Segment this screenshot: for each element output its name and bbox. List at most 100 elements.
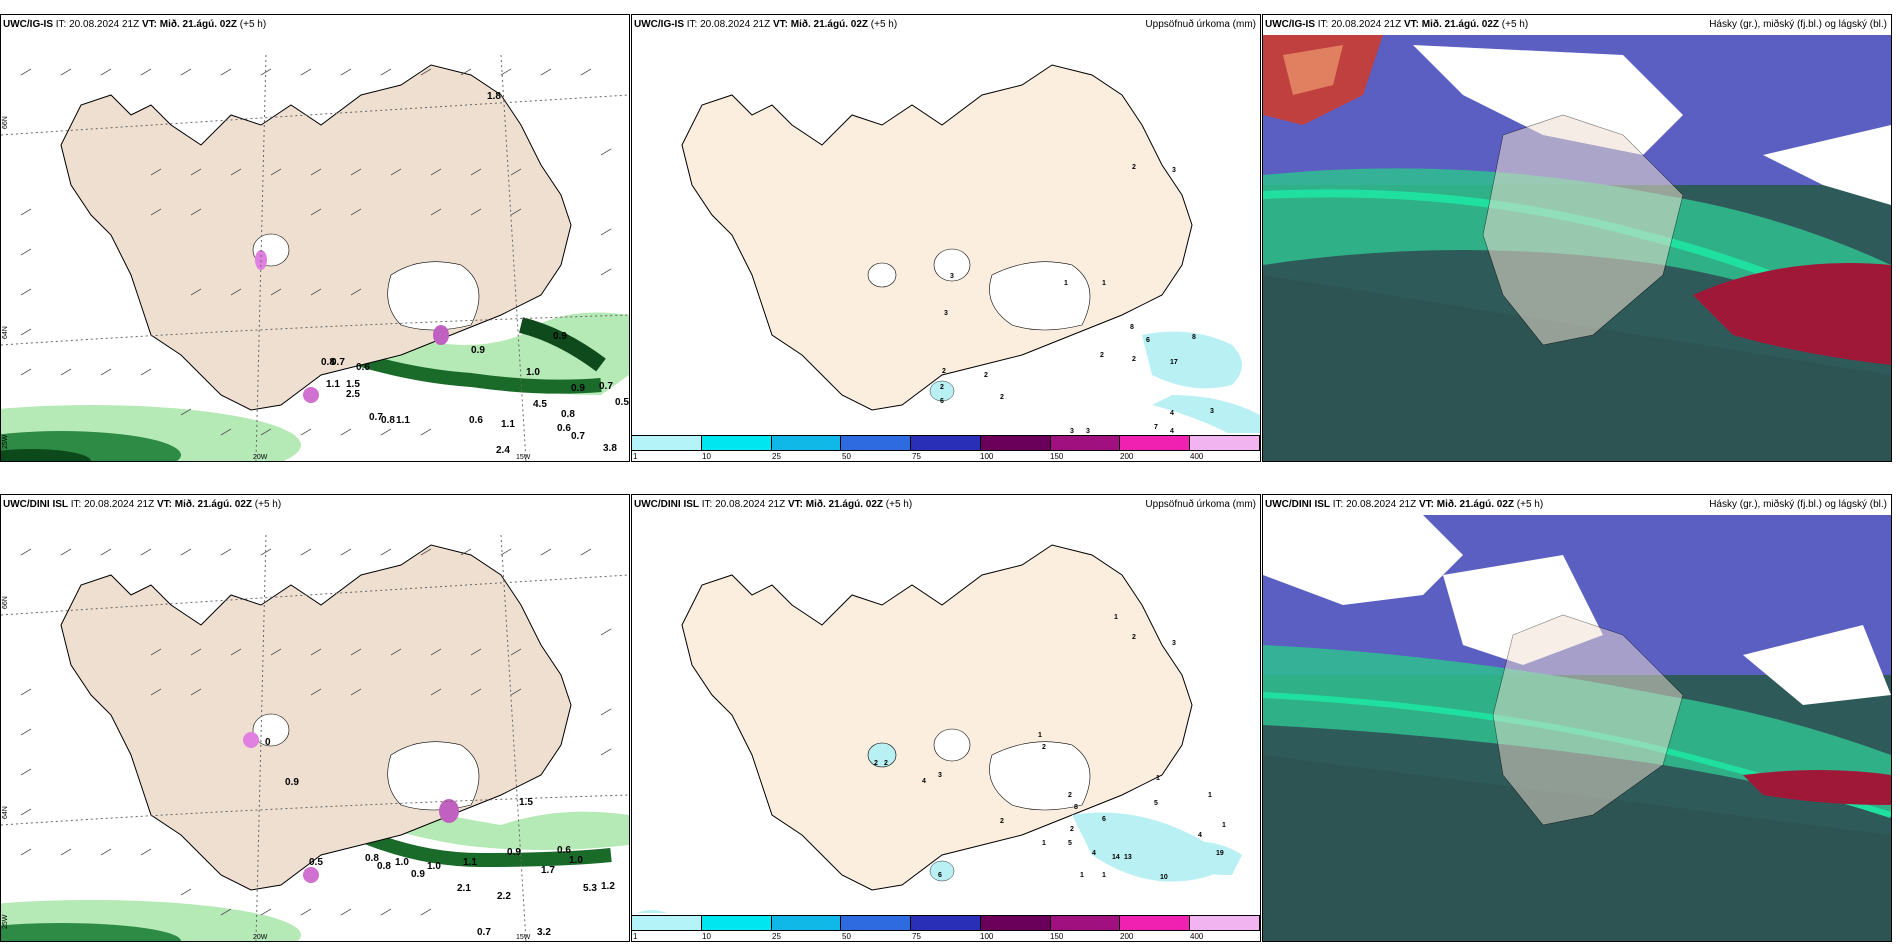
precip-label: 6 <box>938 872 942 879</box>
precip-label: 5 <box>1068 840 1072 847</box>
precip-label: 1 <box>1156 775 1160 782</box>
legend-swatch <box>1190 916 1260 930</box>
wind-label: 1.1 <box>463 857 477 868</box>
panel-header: UWC/IG-IS IT: 20.08.2024 21Z VT: Mið. 21… <box>634 19 898 30</box>
precip-label: 3 <box>1172 167 1176 174</box>
wind-label: 0.9 <box>553 331 567 342</box>
legend-tick: 400 <box>1190 452 1204 461</box>
cloud-panel-row2: UWC/DINI ISL IT: 20.08.2024 21Z VT: Mið.… <box>1262 494 1892 942</box>
precip-panel-row2: UWC/DINI ISL IT: 20.08.2024 21Z VT: Mið.… <box>631 494 1261 942</box>
cloud-title: Hásky (gr.), miðský (fj.bl.) og lágský (… <box>1709 19 1887 30</box>
wind-label: 0.7 <box>599 381 613 392</box>
precip-label: 8 <box>1074 804 1078 811</box>
wind-label: 0.6 <box>469 415 483 426</box>
panel-header: UWC/IG-IS IT: 20.08.2024 21Z VT: Mið. 21… <box>3 19 267 30</box>
legend-tick: 100 <box>980 452 994 461</box>
wind-label: 0.9 <box>507 847 521 858</box>
precip-label: 1 <box>1080 872 1084 879</box>
precip-label: 14 <box>1112 854 1120 861</box>
precip-label: 1 <box>1102 872 1106 879</box>
legend-swatch <box>1050 916 1121 930</box>
precip-panel-row1: UWC/IG-IS IT: 20.08.2024 21Z VT: Mið. 21… <box>631 14 1261 462</box>
precip-label: 1 <box>1208 792 1212 799</box>
wind-label: 0.6 <box>557 845 571 856</box>
precip-label: 6 <box>1146 337 1150 344</box>
precip-label: 10 <box>1160 874 1168 881</box>
wind-label: 5.3 <box>583 883 597 894</box>
lon-label: 25W <box>2 914 9 929</box>
legend-swatch <box>1120 916 1191 930</box>
wind-panel-row1: UWC/IG-IS IT: 20.08.2024 21Z VT: Mið. 21… <box>0 14 630 462</box>
wind-label: 0.6 <box>356 362 370 373</box>
legend-tick: 75 <box>912 932 921 941</box>
wind-label: 0.9 <box>285 777 299 788</box>
precip-label: 6 <box>940 398 944 405</box>
wind-map: 0 0.9 1.5 0.5 0.8 0.8 1.0 0.9 1.1 1.0 0.… <box>1 515 629 941</box>
precip-label: 3 <box>1210 408 1214 415</box>
precip-label: 2 <box>1000 818 1004 825</box>
precip-label: 1 <box>1102 280 1106 287</box>
precip-label: 1 <box>1114 614 1118 621</box>
precip-label: 2 <box>874 760 878 767</box>
panel-header: UWC/IG-IS IT: 20.08.2024 21Z VT: Mið. 21… <box>1265 19 1529 30</box>
legend-swatch <box>841 436 912 450</box>
wind-label: 0.7 <box>369 412 383 423</box>
wind-map: 0.8 0.7 0.6 1.1 1.5 2.5 0.7 0.8 1.1 0.6 … <box>1 35 629 461</box>
precip-label: 2 <box>1132 356 1136 363</box>
legend-swatch <box>632 916 702 930</box>
precip-label: 2 <box>984 372 988 379</box>
wind-label: 0.7 <box>331 357 345 368</box>
legend-tick: 50 <box>842 932 851 941</box>
precip-legend: 1 10 25 50 75 100 150 200 400 <box>632 433 1260 461</box>
legend-tick: 10 <box>702 932 711 941</box>
legend-tick: 1 <box>633 452 638 461</box>
legend-tick: 100 <box>980 932 994 941</box>
precip-label: 1 <box>1222 822 1226 829</box>
wind-label: 0.8 <box>377 861 391 872</box>
legend-tick: 1 <box>633 932 638 941</box>
legend-swatch <box>980 916 1051 930</box>
precip-label: 4 <box>1092 850 1096 857</box>
wind-label: 0.9 <box>571 383 585 394</box>
wind-label: 2.4 <box>496 445 510 456</box>
wind-label: 1.2 <box>601 881 615 892</box>
wind-label: 0.8 <box>321 357 335 368</box>
legend-swatch <box>771 916 842 930</box>
legend-tick: 150 <box>1050 452 1064 461</box>
wind-label: 0 <box>265 737 271 748</box>
precip-map: 2 3 3 3 1 1 8 6 8 2 2 17 2 2 2 6 2 4 3 7… <box>632 35 1260 461</box>
precip-label: 3 <box>944 310 948 317</box>
lon-label: 20W <box>253 454 268 461</box>
wind-label: 0.9 <box>471 345 485 356</box>
precip-label: 4 <box>1198 832 1202 839</box>
wind-label: 0.7 <box>571 431 585 442</box>
lon-label: 15W <box>516 454 531 461</box>
lon-label: 15W <box>516 934 531 941</box>
lat-label: 66N <box>2 596 9 609</box>
precip-map: 1 2 3 1 2 2 2 4 3 1 2 1 8 6 5 2 1 5 1 4 … <box>632 515 1260 941</box>
precip-label: 2 <box>942 368 946 375</box>
precip-label: 6 <box>1102 816 1106 823</box>
cloud-map <box>1263 35 1891 461</box>
precip-label: 2 <box>1000 394 1004 401</box>
legend-swatch <box>771 436 842 450</box>
precip-label: 4 <box>1170 410 1174 417</box>
wind-label: 1.1 <box>501 419 515 430</box>
legend-swatch <box>632 436 702 450</box>
panel-header: UWC/DINI ISL IT: 20.08.2024 21Z VT: Mið.… <box>634 499 913 510</box>
wind-label: 1.8 <box>487 91 501 102</box>
precip-label: 1 <box>1064 280 1068 287</box>
precip-label: 1 <box>1042 840 1046 847</box>
precip-title: Uppsöfnuð úrkoma (mm) <box>1145 499 1256 510</box>
legend-tick: 150 <box>1050 932 1064 941</box>
legend-swatch <box>980 436 1051 450</box>
wind-label: 3.2 <box>537 927 551 938</box>
wind-label: 0.6 <box>557 423 571 434</box>
precip-label: 7 <box>1154 424 1158 431</box>
precip-label: 2 <box>884 760 888 767</box>
legend-tick: 200 <box>1120 452 1134 461</box>
precip-label: 5 <box>1154 800 1158 807</box>
legend-swatch <box>701 916 772 930</box>
legend-swatch <box>1050 436 1121 450</box>
precip-label: 1 <box>1038 732 1042 739</box>
